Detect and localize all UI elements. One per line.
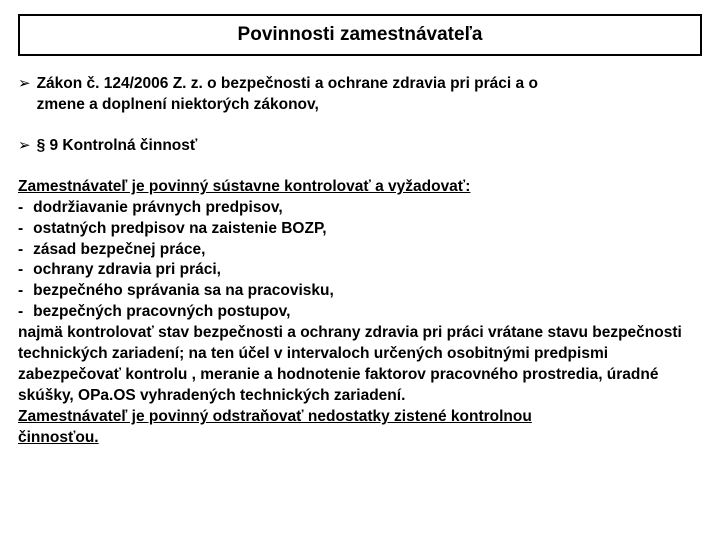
law-text-line2: zmene a doplnení niektorých zákonov, — [37, 95, 538, 116]
item-text: dodržiavanie právnych predpisov, — [33, 198, 283, 219]
dash-icon: - — [18, 240, 23, 261]
dash-icon: - — [18, 198, 23, 219]
arrow-icon: ➢ — [18, 74, 31, 94]
list-item: - zásad bezpečnej práce, — [18, 240, 702, 261]
item-text: zásad bezpečnej práce, — [33, 240, 205, 261]
list-item: - bezpečného správania sa na pracovisku, — [18, 281, 702, 302]
item-text: ochrany zdravia pri práci, — [33, 260, 221, 281]
item-text: bezpečného správania sa na pracovisku, — [33, 281, 334, 302]
intro-line: Zamestnávateľ je povinný sústavne kontro… — [18, 177, 702, 198]
tail-underline-2: činnosťou. — [18, 428, 702, 449]
list-item: - ochrany zdravia pri práci, — [18, 260, 702, 281]
dash-icon: - — [18, 219, 23, 240]
arrow-icon: ➢ — [18, 136, 31, 156]
dash-icon: - — [18, 302, 23, 323]
page-title: Povinnosti zamestnávateľa — [238, 24, 483, 45]
tail-paragraph: najmä kontrolovať stav bezpečnosti a och… — [18, 323, 702, 407]
list-item: - ostatných predpisov na zaistenie BOZP, — [18, 219, 702, 240]
tail-underline-1: Zamestnávateľ je povinný odstraňovať ned… — [18, 407, 702, 428]
dash-icon: - — [18, 260, 23, 281]
list-item: - dodržiavanie právnych predpisov, — [18, 198, 702, 219]
list-item: - bezpečných pracovných postupov, — [18, 302, 702, 323]
item-text: bezpečných pracovných postupov, — [33, 302, 290, 323]
law-text-line1: Zákon č. 124/2006 Z. z. o bezpečnosti a … — [37, 74, 538, 95]
section-text: § 9 Kontrolná činnosť — [37, 136, 198, 157]
dash-icon: - — [18, 281, 23, 302]
item-text: ostatných predpisov na zaistenie BOZP, — [33, 219, 326, 240]
law-reference: ➢ Zákon č. 124/2006 Z. z. o bezpečnosti … — [18, 74, 702, 116]
body-content: Zamestnávateľ je povinný sústavne kontro… — [18, 177, 702, 449]
title-box: Povinnosti zamestnávateľa — [18, 14, 702, 56]
section-reference: ➢ § 9 Kontrolná činnosť — [18, 136, 702, 157]
